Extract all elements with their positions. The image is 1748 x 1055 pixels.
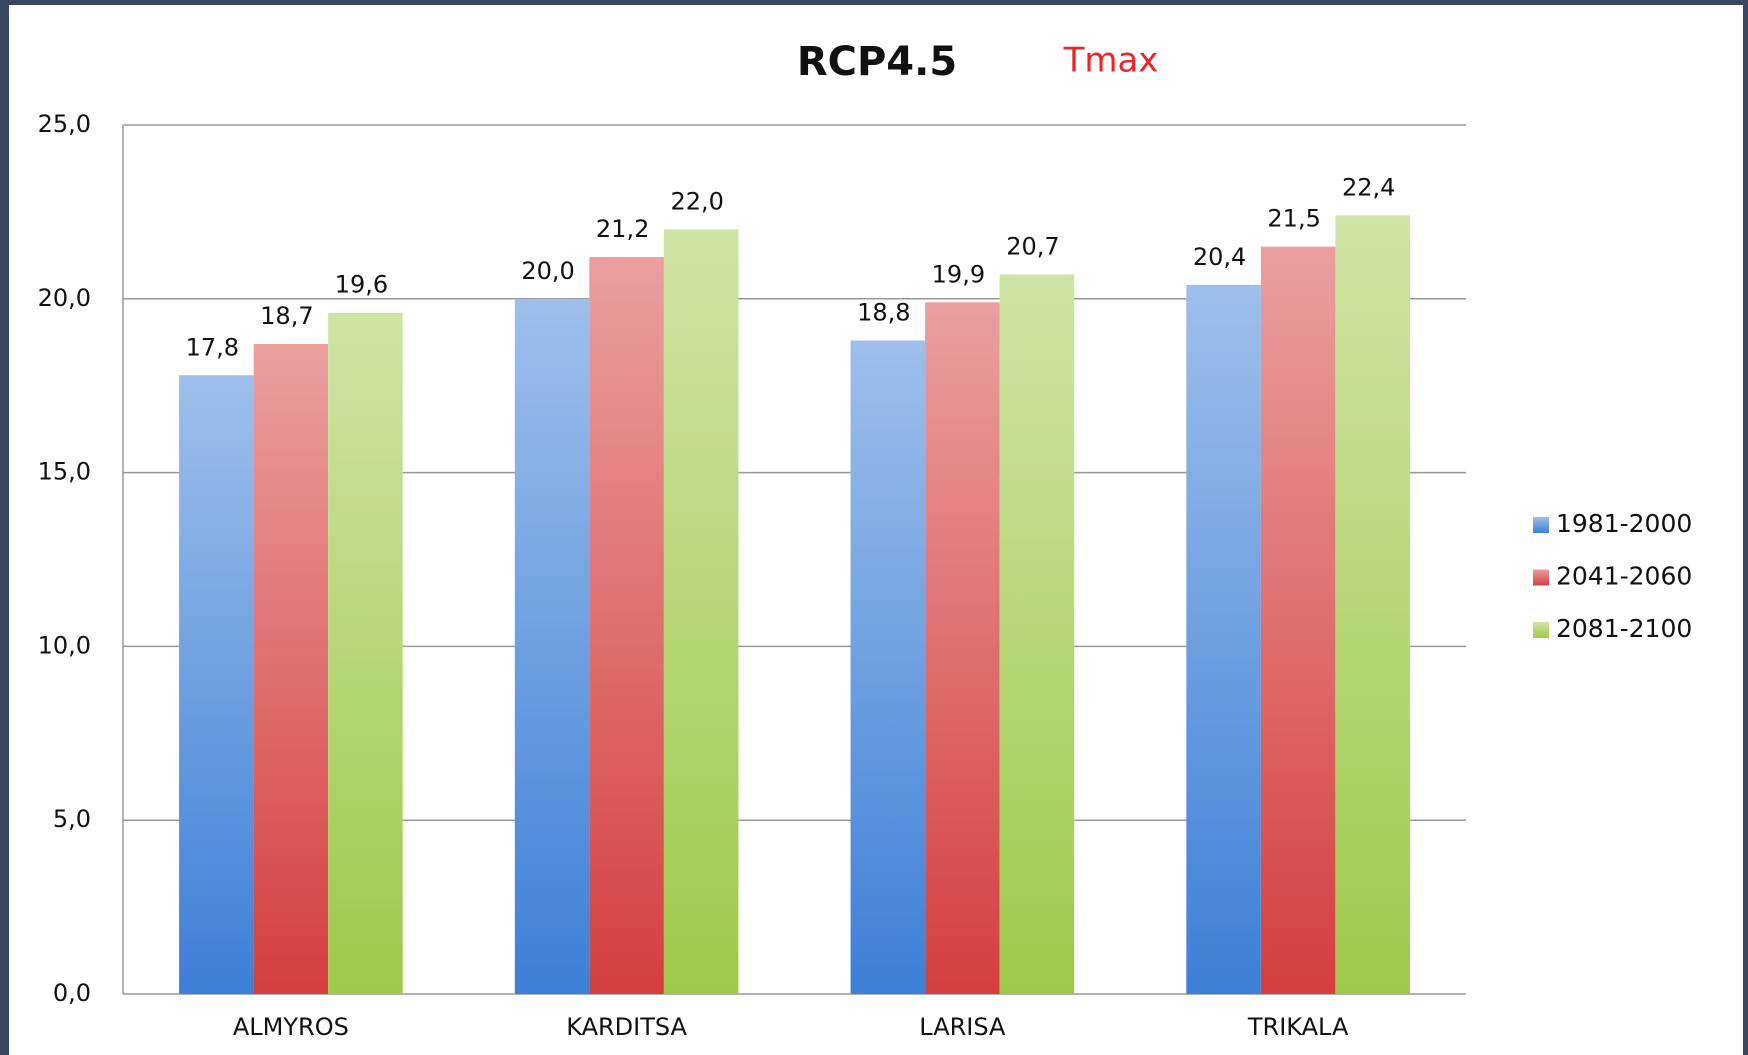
data-label: 21,5	[1267, 205, 1320, 233]
x-tick-label: TRIKALA	[1247, 1013, 1349, 1041]
frame-left	[0, 0, 9, 1055]
y-tick-label: 10,0	[38, 631, 91, 659]
bar	[253, 343, 329, 994]
data-label: 21,2	[596, 215, 649, 243]
data-label: 20,4	[1193, 243, 1246, 271]
y-tick-label: 25,0	[38, 110, 91, 138]
bar	[514, 298, 590, 994]
data-label: 22,4	[1342, 173, 1395, 201]
data-label: 22,0	[670, 187, 723, 215]
bar	[328, 312, 403, 995]
chart-title: RCP4.5	[797, 39, 957, 85]
y-tick-label: 5,0	[53, 805, 91, 833]
data-label: 20,7	[1006, 232, 1059, 260]
bar	[1186, 284, 1261, 994]
legend-swatch	[1533, 569, 1549, 586]
bar	[925, 302, 1000, 994]
data-label: 20,0	[521, 257, 574, 285]
bar	[999, 274, 1075, 994]
bar	[1335, 215, 1410, 995]
x-tick-label: LARISA	[919, 1013, 1006, 1041]
legend-label: 2081-2100	[1556, 614, 1692, 643]
data-label: 19,9	[932, 260, 985, 288]
y-tick-label: 20,0	[38, 284, 91, 312]
y-tick-label: 0,0	[53, 979, 91, 1007]
legend-label: 1981-2000	[1556, 509, 1692, 538]
data-label: 18,7	[260, 302, 313, 330]
bar	[1260, 246, 1336, 994]
bar	[850, 340, 926, 995]
legend-label: 2041-2060	[1556, 562, 1692, 591]
data-label: 17,8	[186, 333, 239, 361]
y-tick-label: 15,0	[38, 458, 91, 486]
legend-swatch	[1533, 517, 1549, 533]
bar	[179, 375, 254, 995]
frame-right	[1743, 0, 1748, 1055]
frame-top	[0, 0, 1748, 5]
x-tick-label: KARDITSA	[566, 1013, 687, 1041]
bar	[663, 229, 739, 994]
data-label: 19,6	[335, 271, 388, 299]
legend-swatch	[1533, 622, 1549, 638]
bar	[589, 257, 664, 994]
data-label: 18,8	[857, 299, 910, 327]
chart-subtitle: Tmax	[1063, 41, 1159, 81]
x-tick-label: ALMYROS	[233, 1013, 349, 1041]
